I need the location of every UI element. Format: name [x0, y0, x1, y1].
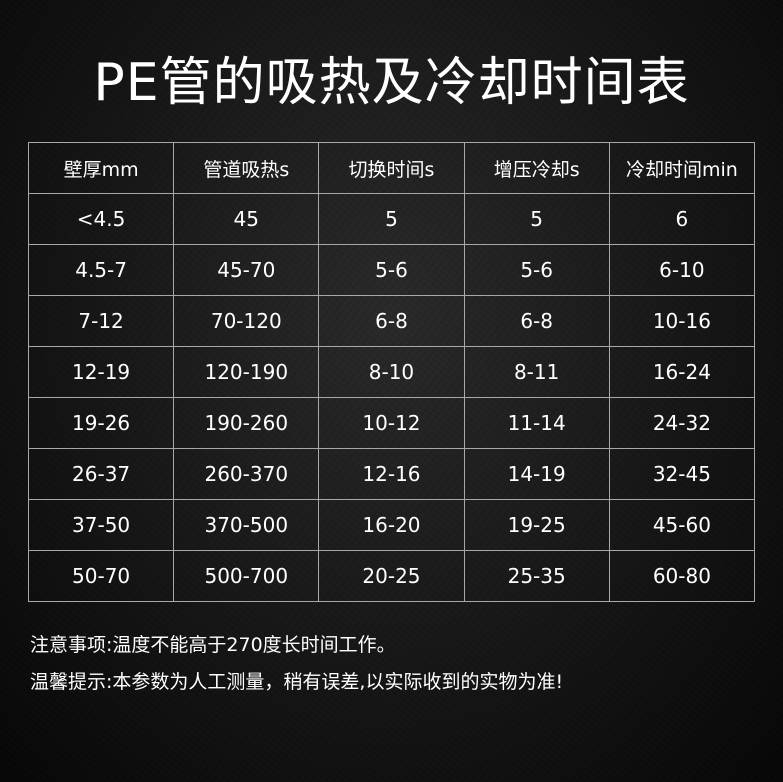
table-cell: 120-190	[173, 346, 320, 398]
table-cell: 8-10	[318, 346, 465, 398]
column-header: 壁厚mm	[27, 142, 175, 194]
table-cell: 24-32	[608, 397, 756, 449]
table-cell: 190-260	[173, 397, 320, 449]
table-row: 37-50 370-500 16-20 19-25 45-60	[27, 499, 756, 551]
table-row: 50-70 500-700 20-25 25-35 60-80	[27, 550, 756, 602]
table-cell: 10-12	[318, 397, 465, 449]
table-cell: 45	[173, 193, 320, 245]
table-row: 26-37 260-370 12-16 14-19 32-45	[27, 448, 756, 500]
notes: 注意事项:温度不能高于270度长时间工作。 温馨提示:本参数为人工测量，稍有误差…	[30, 627, 563, 701]
table-cell: 60-80	[608, 550, 756, 602]
page-title: PE管的吸热及冷却时间表	[93, 53, 690, 113]
table-cell: 8-11	[463, 346, 610, 398]
table-cell: 19-26	[27, 397, 175, 449]
table-row: 7-12 70-120 6-8 6-8 10-16	[27, 295, 756, 347]
table-cell: 45-70	[173, 244, 320, 296]
table-cell: 32-45	[608, 448, 756, 500]
table-row: 19-26 190-260 10-12 11-14 24-32	[27, 397, 756, 449]
table-cell: 6-8	[463, 295, 610, 347]
table-cell: 500-700	[173, 550, 320, 602]
table-cell: 50-70	[27, 550, 175, 602]
table-cell: 26-37	[27, 448, 175, 500]
table-cell: 11-14	[463, 397, 610, 449]
table-cell: 5-6	[318, 244, 465, 296]
table-row: 12-19 120-190 8-10 8-11 16-24	[27, 346, 756, 398]
table-cell: 12-16	[318, 448, 465, 500]
table-cell: 12-19	[27, 346, 175, 398]
table-row: 4.5-7 45-70 5-6 5-6 6-10	[27, 244, 756, 296]
table-cell: 5	[463, 193, 610, 245]
table-cell: 25-35	[463, 550, 610, 602]
table-cell: 14-19	[463, 448, 610, 500]
table-cell: 260-370	[173, 448, 320, 500]
table-cell: 37-50	[27, 499, 175, 551]
table-cell: 20-25	[318, 550, 465, 602]
table-cell: 45-60	[608, 499, 756, 551]
caution-note: 注意事项:温度不能高于270度长时间工作。	[30, 634, 396, 656]
tip-note: 温馨提示:本参数为人工测量，稍有误差,以实际收到的实物为准!	[30, 671, 564, 693]
table-cell: 6-10	[608, 244, 756, 296]
time-table: 壁厚mm 管道吸热s 切换时间s 增压冷却s 冷却时间min <4.5 45 5 5 6 4.5-…	[27, 142, 756, 602]
table-cell: 70-120	[173, 295, 320, 347]
table-cell: 16-24	[608, 346, 756, 398]
table-cell: 370-500	[173, 499, 320, 551]
table-cell: 5-6	[463, 244, 610, 296]
table-cell: 6	[608, 193, 756, 245]
table-cell: 5	[318, 193, 465, 245]
column-header: 切换时间s	[318, 142, 465, 194]
table-cell: 10-16	[608, 295, 756, 347]
table-cell: 19-25	[463, 499, 610, 551]
column-header: 冷却时间min	[608, 142, 756, 194]
table-cell: <4.5	[27, 193, 175, 245]
column-header: 管道吸热s	[173, 142, 320, 194]
table-cell: 4.5-7	[27, 244, 175, 296]
table-cell: 16-20	[318, 499, 465, 551]
table-row: <4.5 45 5 5 6	[27, 193, 756, 245]
table-cell: 6-8	[318, 295, 465, 347]
table-cell: 7-12	[27, 295, 175, 347]
column-header: 增压冷却s	[463, 142, 610, 194]
table-header-row: 壁厚mm 管道吸热s 切换时间s 增压冷却s 冷却时间min	[27, 142, 756, 194]
